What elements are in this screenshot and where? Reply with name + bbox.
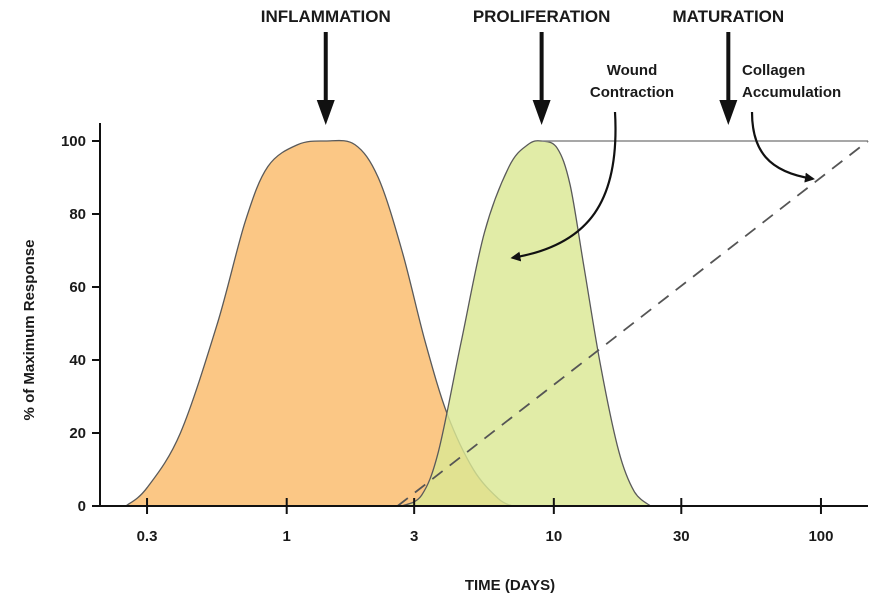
annotation-label: Wound xyxy=(607,62,658,79)
x-tick-label: 100 xyxy=(808,528,833,545)
y-tick-label: 100 xyxy=(61,133,86,150)
phase-layer: INFLAMMATION PROLIFERATION MATURATION xyxy=(261,7,784,125)
series-area-1 xyxy=(401,140,653,507)
y-axis-title: % of Maximum Response xyxy=(21,240,38,421)
x-tick-label: 1 xyxy=(283,528,291,545)
annotation-label: Collagen xyxy=(742,62,805,79)
annotation-label: Contraction xyxy=(590,84,674,101)
series-layer xyxy=(124,139,869,507)
x-tick-label: 0.3 xyxy=(137,528,158,545)
annotation-arrow xyxy=(750,111,815,183)
x-axis-title: TIME (DAYS) xyxy=(465,577,555,594)
y-tick-label: 40 xyxy=(69,352,86,369)
y-tick-label: 60 xyxy=(69,279,86,296)
series-dashed-2 xyxy=(397,140,869,507)
y-tick-label: 0 xyxy=(78,498,86,515)
phase-arrow-head xyxy=(719,100,738,125)
y-tick-label: 80 xyxy=(69,206,86,223)
annotation-layer: Wound Contraction Collagen Accumulation xyxy=(510,62,841,262)
annotation-label: Accumulation xyxy=(742,84,841,101)
y-tick-label: 20 xyxy=(69,425,86,442)
x-tick-label: 30 xyxy=(673,528,690,545)
x-tick-label: 10 xyxy=(545,528,562,545)
phase-label: PROLIFERATION xyxy=(473,7,611,26)
phase-arrow-head xyxy=(316,100,335,125)
phase-label: MATURATION xyxy=(672,7,784,26)
annotation-arrow xyxy=(510,111,617,262)
axes-layer: 0.3 1 3 10 30 100 0 20 40 60 80 100 xyxy=(61,123,868,545)
phase-label: INFLAMMATION xyxy=(261,7,391,26)
phase-arrow-head xyxy=(532,100,551,125)
x-tick-label: 3 xyxy=(410,528,418,545)
